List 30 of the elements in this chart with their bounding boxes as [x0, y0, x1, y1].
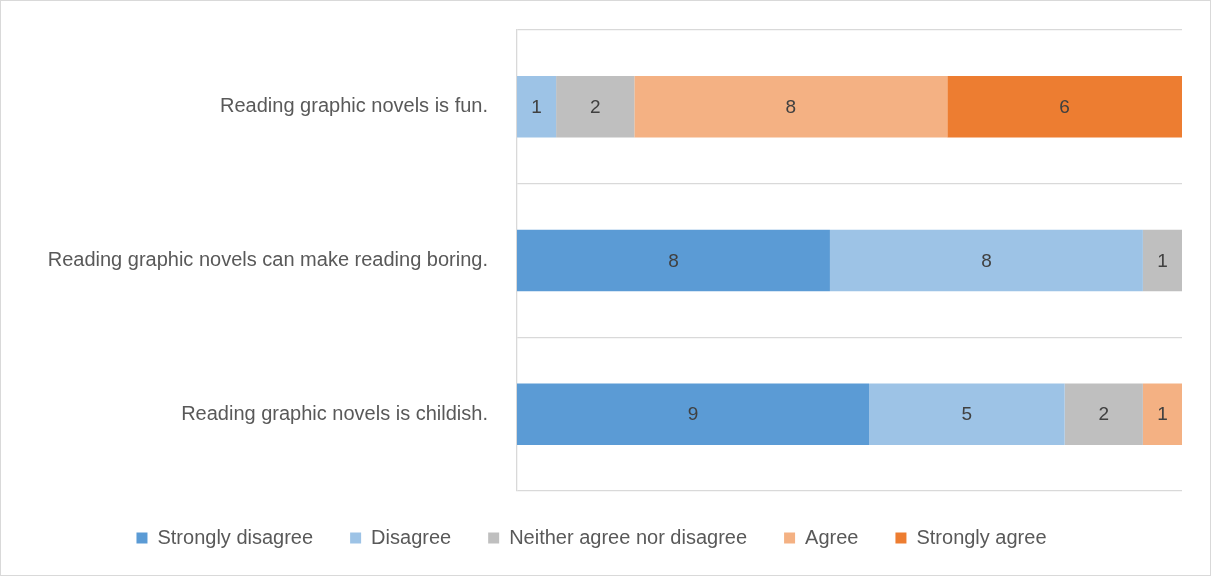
legend-label: Strongly agree: [916, 525, 1047, 548]
legend-label: Strongly disagree: [157, 525, 314, 548]
bar: [556, 76, 635, 138]
bar: [517, 229, 830, 292]
data-label: 8: [981, 249, 992, 271]
data-label: 1: [1157, 403, 1168, 425]
legend-label: Agree: [805, 525, 859, 548]
y-tick-label: Reading graphic novels is childish.: [181, 401, 488, 424]
legend-label: Neither agree nor disagree: [509, 525, 748, 548]
bar: [1064, 383, 1143, 445]
data-label: 2: [589, 96, 601, 118]
bar: [1142, 229, 1182, 292]
data-label: 6: [1059, 96, 1070, 118]
data-label: 5: [961, 403, 973, 425]
bar: [1142, 383, 1182, 445]
bar: [517, 76, 557, 138]
data-label: 8: [668, 249, 679, 271]
bar: [947, 76, 1182, 138]
legend-label: Disagree: [371, 525, 452, 548]
data-label: 1: [1157, 249, 1168, 271]
data-label: 8: [785, 96, 797, 118]
bar: [517, 383, 870, 445]
data-label: 1: [531, 96, 542, 118]
bar: [634, 76, 948, 138]
bar: [829, 229, 1143, 292]
y-tick-label: Reading graphic novels can make reading boring.: [47, 248, 488, 271]
data-label: 9: [687, 403, 699, 425]
y-tick-label: Reading graphic novels is fun.: [220, 94, 488, 117]
bar: [869, 383, 1065, 445]
data-label: 2: [1098, 403, 1110, 425]
